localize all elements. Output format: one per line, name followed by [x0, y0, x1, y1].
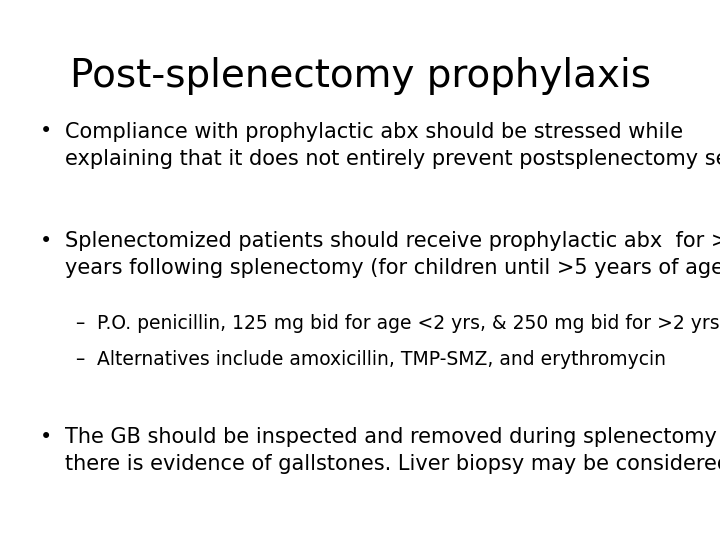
Text: •: •	[40, 122, 52, 141]
Text: P.O. penicillin, 125 mg bid for age <2 yrs, & 250 mg bid for >2 yrs: P.O. penicillin, 125 mg bid for age <2 y…	[97, 314, 720, 333]
Text: •: •	[40, 231, 52, 251]
Text: Post-splenectomy prophylaxis: Post-splenectomy prophylaxis	[70, 57, 650, 94]
Text: Alternatives include amoxicillin, TMP-SMZ, and erythromycin: Alternatives include amoxicillin, TMP-SM…	[97, 350, 666, 369]
Text: Compliance with prophylactic abx should be stressed while
explaining that it doe: Compliance with prophylactic abx should …	[65, 122, 720, 168]
Text: –: –	[76, 314, 85, 333]
Text: •: •	[40, 427, 52, 447]
Text: The GB should be inspected and removed during splenectomy if
there is evidence o: The GB should be inspected and removed d…	[65, 427, 720, 474]
Text: Splenectomized patients should receive prophylactic abx  for > 2
years following: Splenectomized patients should receive p…	[65, 231, 720, 278]
Text: –: –	[76, 350, 85, 369]
